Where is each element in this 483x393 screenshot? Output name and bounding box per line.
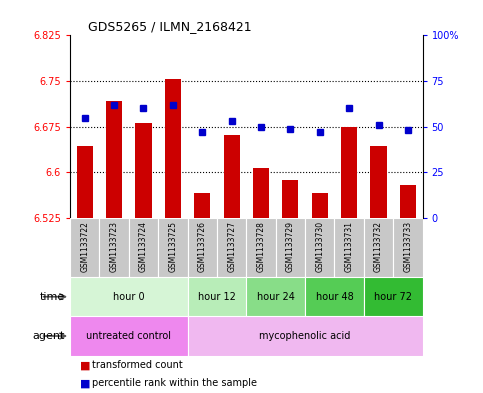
Bar — [187, 277, 246, 316]
Bar — [194, 193, 210, 218]
Text: GSM1133723: GSM1133723 — [110, 221, 119, 272]
Text: GDS5265 / ILMN_2168421: GDS5265 / ILMN_2168421 — [88, 20, 251, 33]
Text: time: time — [40, 292, 65, 302]
Bar — [364, 277, 423, 316]
Bar — [129, 218, 158, 277]
Bar — [187, 316, 423, 356]
Text: mycophenolic acid: mycophenolic acid — [259, 331, 351, 341]
Bar — [187, 218, 217, 277]
Text: hour 12: hour 12 — [198, 292, 236, 302]
Bar — [341, 127, 357, 218]
Bar — [400, 185, 416, 218]
Text: GSM1133727: GSM1133727 — [227, 221, 236, 272]
Text: transformed count: transformed count — [92, 360, 183, 371]
Bar — [246, 277, 305, 316]
Bar — [224, 135, 240, 218]
Bar — [70, 277, 187, 316]
Bar — [246, 218, 276, 277]
Bar — [276, 218, 305, 277]
Text: GSM1133731: GSM1133731 — [345, 221, 354, 272]
Text: GSM1133726: GSM1133726 — [198, 221, 207, 272]
Text: ■: ■ — [80, 360, 90, 371]
Bar — [70, 316, 187, 356]
Bar — [135, 123, 152, 218]
Bar — [312, 193, 328, 218]
Bar — [99, 218, 129, 277]
Text: hour 48: hour 48 — [315, 292, 354, 302]
Text: GSM1133733: GSM1133733 — [403, 221, 412, 272]
Text: percentile rank within the sample: percentile rank within the sample — [92, 378, 257, 388]
Text: agent: agent — [33, 331, 65, 341]
Text: GSM1133725: GSM1133725 — [169, 221, 177, 272]
Text: GSM1133724: GSM1133724 — [139, 221, 148, 272]
Text: ■: ■ — [80, 378, 90, 388]
Text: GSM1133728: GSM1133728 — [256, 221, 266, 272]
Bar — [283, 180, 298, 218]
Bar — [70, 218, 99, 277]
Text: GSM1133722: GSM1133722 — [80, 221, 89, 272]
Text: GSM1133729: GSM1133729 — [286, 221, 295, 272]
Bar — [370, 146, 386, 218]
Text: hour 0: hour 0 — [113, 292, 144, 302]
Bar — [393, 218, 423, 277]
Bar — [77, 146, 93, 218]
Text: GSM1133730: GSM1133730 — [315, 221, 324, 272]
Bar — [165, 79, 181, 218]
Bar — [253, 168, 269, 218]
Bar — [217, 218, 246, 277]
Bar — [334, 218, 364, 277]
Bar — [305, 277, 364, 316]
Bar — [106, 101, 122, 218]
Bar — [158, 218, 187, 277]
Text: untreated control: untreated control — [86, 331, 171, 341]
Text: hour 24: hour 24 — [257, 292, 295, 302]
Text: hour 72: hour 72 — [374, 292, 412, 302]
Text: GSM1133732: GSM1133732 — [374, 221, 383, 272]
Bar — [364, 218, 393, 277]
Bar — [305, 218, 335, 277]
